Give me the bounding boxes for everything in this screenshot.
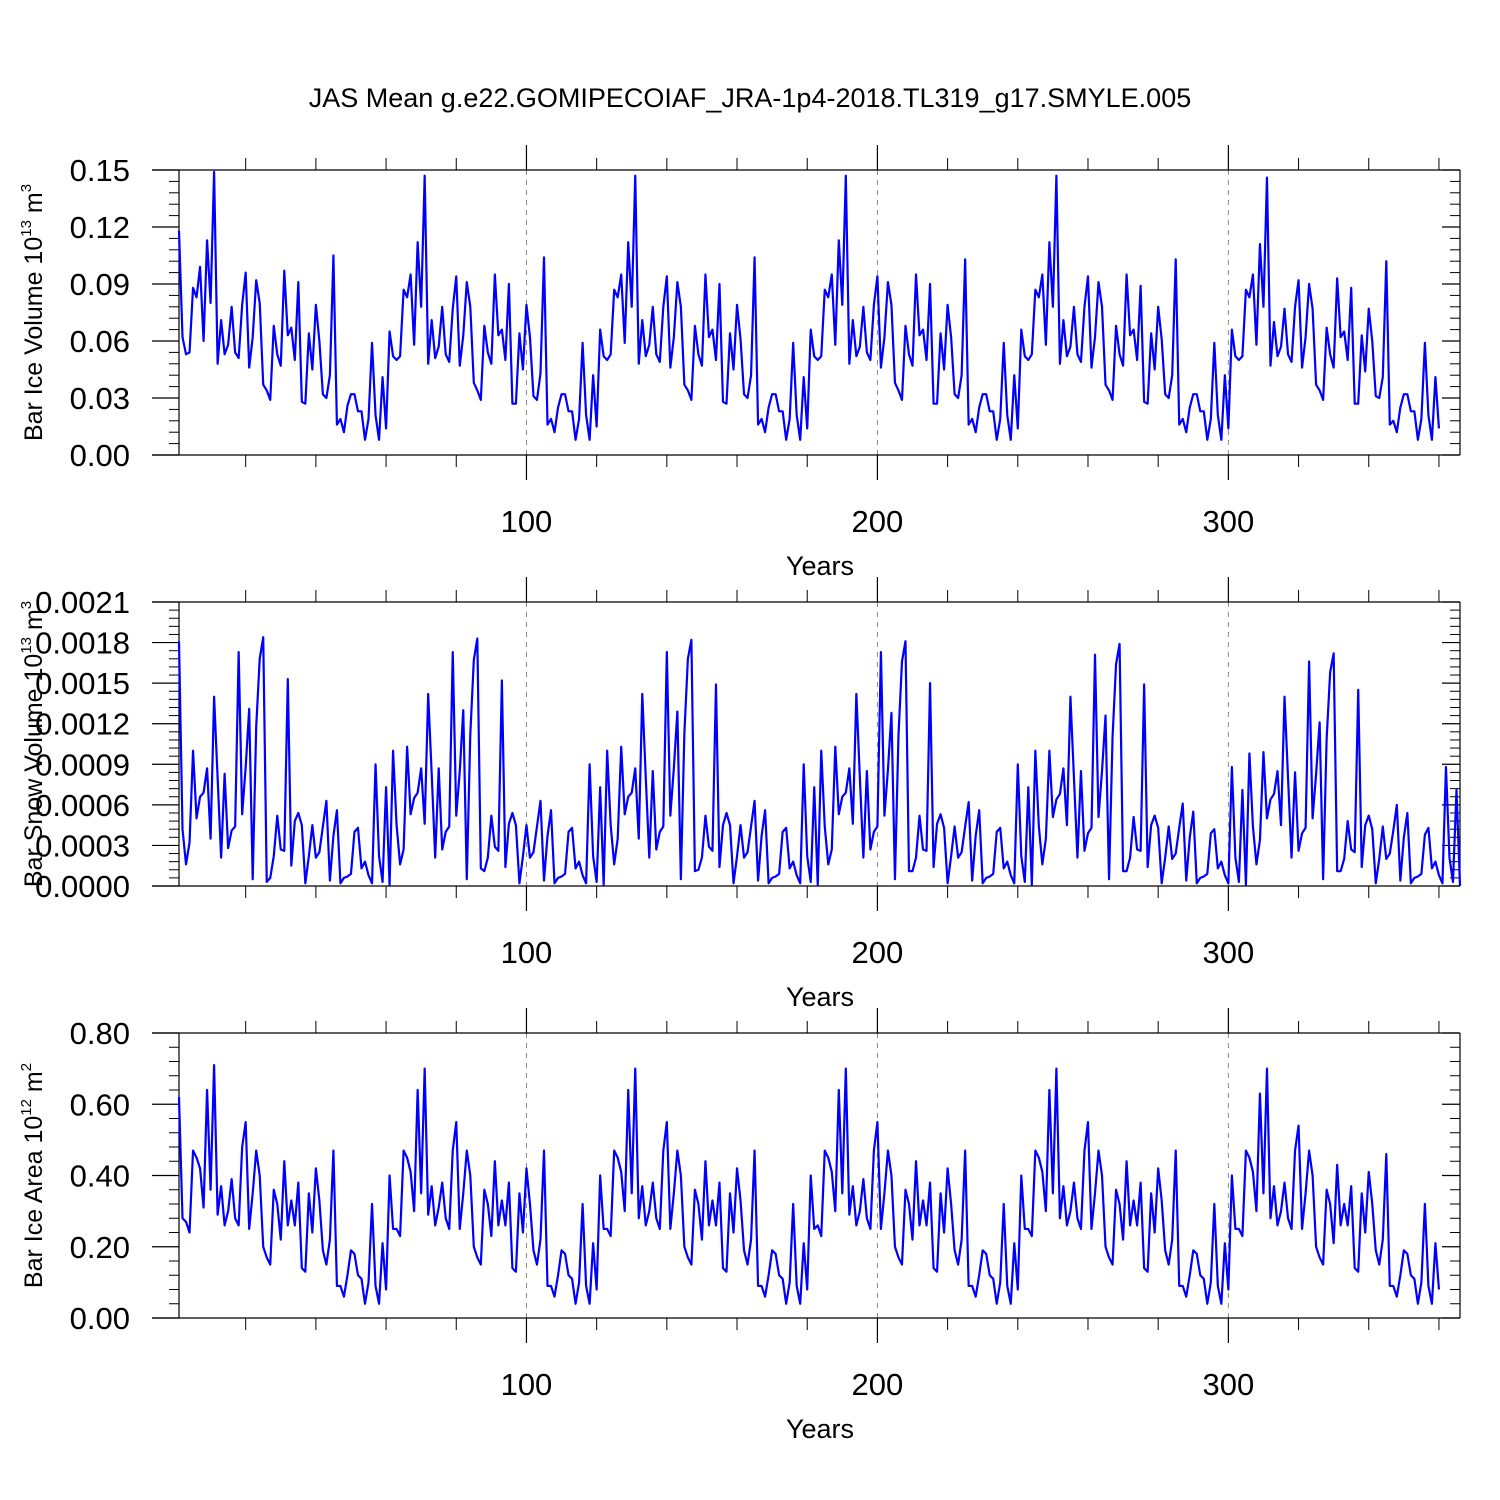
y-axis-label: Bar Snow Volume 1013 m3 xyxy=(18,601,48,887)
y-tick-label: 0.0012 xyxy=(35,707,130,742)
x-tick-label: 200 xyxy=(852,935,904,970)
panel-ice-volume: 0.00 0.03 0.06 0.09 0.12 0.15 100 200 300 Years Ba… xyxy=(18,145,1461,581)
panel-snow-volume: 0.0000 0.0003 0.0006 0.0009 0.0012 0.0015 0.00… xyxy=(18,577,1462,1012)
y-tick-label: 0.20 xyxy=(70,1230,130,1265)
y-tick-label: 0.12 xyxy=(70,210,130,245)
series-line-ice-volume xyxy=(177,170,1441,441)
y-tick-label: 0.0003 xyxy=(35,828,130,863)
x-axis-label: Years xyxy=(786,1414,854,1444)
panel-ice-area: 0.00 0.20 0.40 0.60 0.80 100 200 300 Years Bar Ic… xyxy=(18,1008,1461,1444)
x-tick-label: 200 xyxy=(852,1367,904,1402)
y-tick-label: 0.15 xyxy=(70,153,130,188)
y-tick-label: 0.0009 xyxy=(35,747,130,782)
y-tick-label: 0.80 xyxy=(70,1016,130,1051)
y-axis-label: Bar Ice Area 1012 m2 xyxy=(18,1063,48,1288)
x-tick-label: 200 xyxy=(852,504,904,539)
y-tick-label: 0.40 xyxy=(70,1159,130,1194)
x-tick-label: 100 xyxy=(501,935,553,970)
y-tick-label: 0.06 xyxy=(70,324,130,359)
x-tick-label: 100 xyxy=(501,504,553,539)
figure-title: JAS Mean g.e22.GOMIPECOIAF_JRA-1p4-2018.… xyxy=(309,83,1191,113)
x-axis-label: Years xyxy=(786,982,854,1012)
x-tick-label: 300 xyxy=(1202,504,1254,539)
y-tick-label: 0.0018 xyxy=(35,626,130,661)
y-tick-label: 0.0015 xyxy=(35,666,130,701)
x-tick-label: 300 xyxy=(1202,935,1254,970)
x-tick-label: 100 xyxy=(501,1367,553,1402)
y-tick-label: 0.09 xyxy=(70,267,130,302)
y-tick-label: 0.0000 xyxy=(35,869,130,904)
y-tick-label: 0.03 xyxy=(70,381,130,416)
x-tick-label: 300 xyxy=(1202,1367,1254,1402)
y-axis-label: Bar Ice Volume 1013 m3 xyxy=(18,184,48,441)
y-tick-label: 0.00 xyxy=(70,1301,130,1336)
series-line-ice-area xyxy=(177,1063,1441,1305)
y-tick-label: 0.0006 xyxy=(35,788,130,823)
y-tick-label: 0.60 xyxy=(70,1087,130,1122)
x-axis-label: Years xyxy=(786,551,854,581)
y-tick-label: 0.00 xyxy=(70,438,130,473)
series-line-snow-volume xyxy=(177,636,1462,887)
y-tick-label: 0.0021 xyxy=(35,585,130,620)
